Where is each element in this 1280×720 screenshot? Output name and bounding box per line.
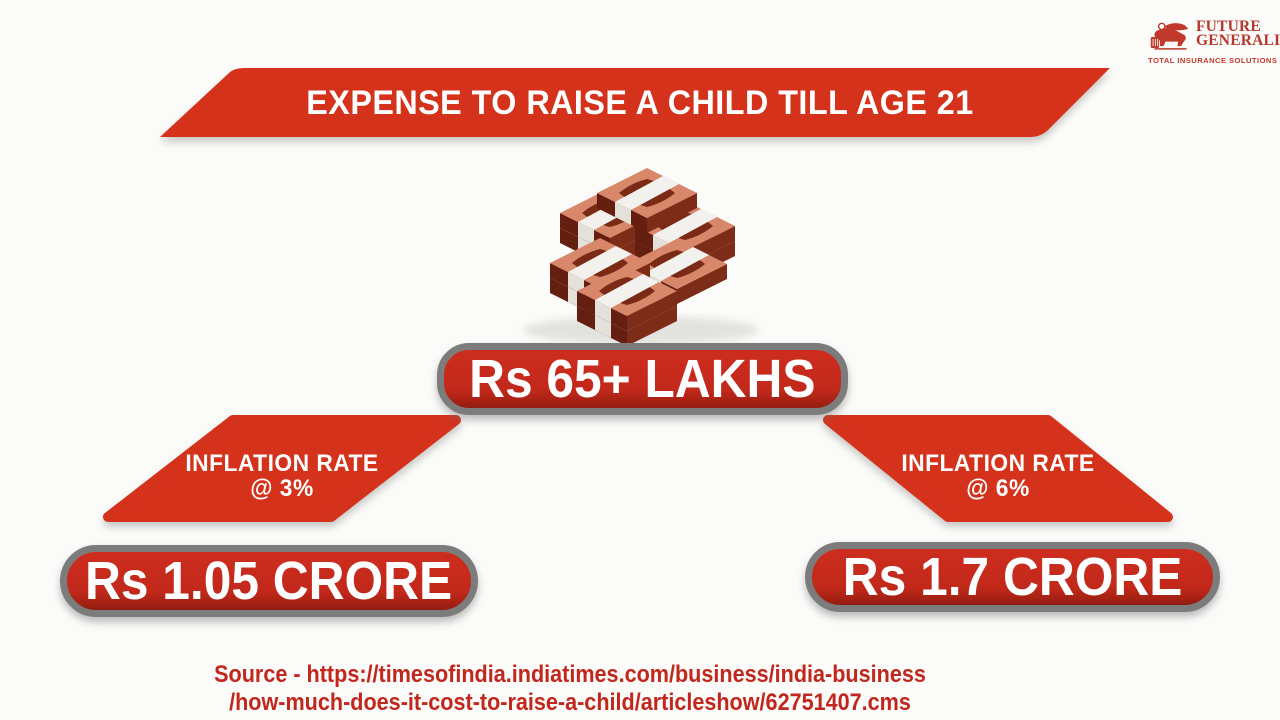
inflation-right-line1: INFLATION RATE [901, 450, 1095, 477]
money-stacks-icon [523, 168, 759, 346]
result-pill-3-percent: Rs 1.05 CRORE [60, 545, 478, 617]
result-label-6-percent: Rs 1.7 CRORE [842, 547, 1183, 607]
result-pill-6-percent: Rs 1.7 CRORE [805, 542, 1220, 612]
result-label-3-percent: Rs 1.05 CRORE [85, 551, 453, 611]
inflation-rate-3-label: INFLATION RATE @ 3% [140, 451, 425, 501]
inflation-left-line2: @ 3% [250, 475, 314, 502]
inflation-left-line1: INFLATION RATE [185, 450, 379, 477]
header-title: EXPENSE TO RAISE A CHILD TILL AGE 21 [306, 84, 974, 122]
brand-name: FUTURE GENERALI [1196, 18, 1280, 49]
source-line1: Source - https://timesofindia.indiatimes… [214, 661, 926, 688]
brand-logo: FUTURE GENERALI TOTAL INSURANCE SOLUTION… [1148, 19, 1280, 65]
inflation-rate-6-label: INFLATION RATE @ 6% [856, 451, 1141, 501]
brand-name-line2: GENERALI [1196, 32, 1280, 49]
base-expense-pill: Rs 65+ LAKHS [437, 343, 848, 415]
winged-lion-icon [1150, 22, 1189, 50]
brand-tagline: TOTAL INSURANCE SOLUTIONS [1148, 56, 1278, 65]
inflation-right-line2: @ 6% [966, 475, 1030, 502]
source-citation: Source - https://timesofindia.indiatimes… [57, 661, 1083, 717]
base-expense-label: Rs 65+ LAKHS [469, 349, 816, 409]
source-line2: /how-much-does-it-cost-to-raise-a-child/… [229, 689, 911, 716]
brand-name-line1: FUTURE [1196, 18, 1261, 35]
